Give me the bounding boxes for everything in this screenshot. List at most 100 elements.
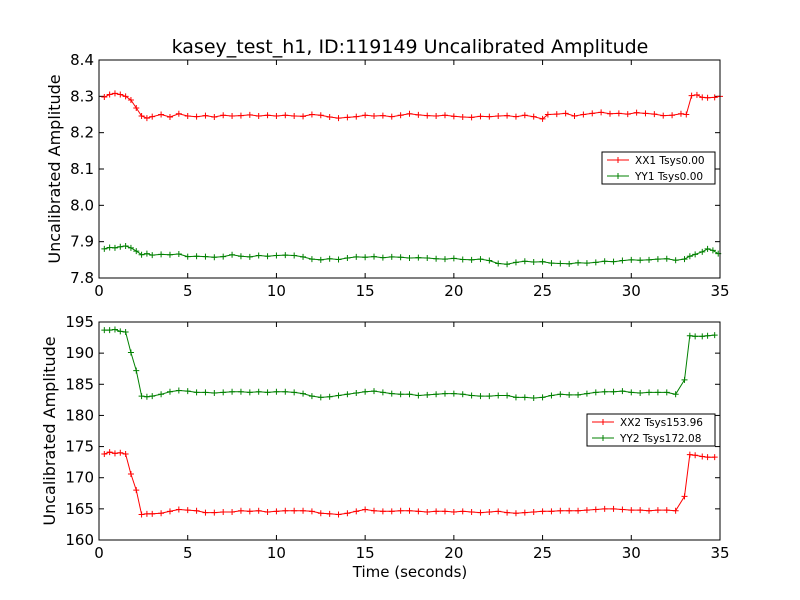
legend-marker [600,435,606,441]
data-point-marker [175,110,182,117]
legend-marker [600,419,606,425]
data-point-marker [220,389,227,396]
data-point-marker [583,390,590,397]
data-point-marker [133,487,140,494]
data-point-marker [362,506,369,513]
data-point-marker [692,333,699,340]
data-point-marker [353,390,360,397]
data-point-marker [133,104,140,111]
y-tick-label: 175 [65,438,94,456]
data-point-marker [371,253,378,260]
data-point-marker [468,392,475,399]
data-point-marker [406,255,413,262]
data-point-marker [575,259,582,266]
series-line [104,245,719,265]
data-point-marker [138,112,145,119]
data-point-marker [441,390,448,397]
data-point-marker [610,258,617,265]
data-point-marker [495,508,502,515]
x-tick-label: 35 [710,282,729,300]
data-point-marker [202,253,209,260]
data-point-marker [273,252,280,259]
data-point-marker [699,333,706,340]
y-tick-label: 7.8 [70,269,94,287]
data-point-marker [663,507,670,514]
data-point-marker [544,111,551,118]
data-point-marker [193,253,200,260]
data-point-marker [424,391,431,398]
y-tick-label: 195 [65,313,94,331]
data-point-marker [326,114,333,121]
data-point-marker [711,454,718,461]
data-point-marker [557,507,564,514]
data-point-marker [317,112,324,119]
data-point-marker [138,393,145,400]
data-point-marker [211,390,218,397]
data-point-marker [575,507,582,514]
data-point-marker [184,507,191,514]
data-point-marker [379,112,386,119]
data-point-marker [562,110,569,117]
data-point-marker [415,111,422,118]
data-point-marker [699,248,706,255]
data-point-marker [127,470,134,477]
data-point-marker [566,507,573,514]
data-point-marker [601,388,608,395]
data-point-marker [246,389,253,396]
x-tick-label: 35 [710,544,729,562]
legend-marker [615,157,621,163]
data-point-marker [273,112,280,119]
data-point-marker [273,508,280,515]
data-point-marker [255,388,262,395]
data-point-marker [158,391,165,398]
data-point-marker [264,508,271,515]
data-point-marker [220,112,227,119]
data-point-marker [692,452,699,459]
data-point-marker [711,332,718,339]
data-point-marker [610,505,617,512]
top-panel: 0 5 10 15 20 25 30 35 7.8 7.9 8.0 8.1 8.2 8.3 8.4 Unca… [45,51,730,300]
data-point-marker [672,391,679,398]
data-point-marker [229,508,236,515]
data-point-marker [143,393,150,400]
data-point-marker [433,112,440,119]
data-point-marker [111,450,118,457]
data-point-marker [592,259,599,266]
data-point-marker [397,391,404,398]
data-point-marker [237,112,244,119]
data-point-marker [158,251,165,258]
data-point-marker [317,256,324,263]
x-tick-label: 5 [183,544,193,562]
data-point-marker [539,115,546,122]
data-point-marker [566,391,573,398]
data-point-marker [642,110,649,117]
data-point-marker [450,255,457,262]
data-point-marker [619,388,626,395]
data-point-marker [362,388,369,395]
data-point-marker [539,258,546,265]
data-point-marker [308,393,315,400]
x-tick-label: 10 [267,282,286,300]
data-point-marker [663,255,670,262]
data-point-marker [628,256,635,263]
data-point-marker [193,113,200,120]
y-tick-label: 7.9 [70,233,94,251]
data-point-marker [193,389,200,396]
data-point-marker [101,327,108,334]
data-point-marker [504,261,511,268]
data-point-marker [344,255,351,262]
data-point-marker [353,113,360,120]
data-point-marker [459,256,466,263]
legend-entry-label: YY1 Tsys0.00 [634,171,703,183]
data-point-marker [619,506,626,513]
x-tick-label: 5 [183,282,193,300]
data-point-marker [133,367,140,374]
data-point-marker [397,507,404,514]
top-panel-frame [98,59,721,279]
data-point-marker [539,394,546,401]
data-point-marker [610,388,617,395]
data-point-marker [335,511,342,518]
data-point-marker [335,115,342,122]
x-tick-label: 30 [622,282,641,300]
